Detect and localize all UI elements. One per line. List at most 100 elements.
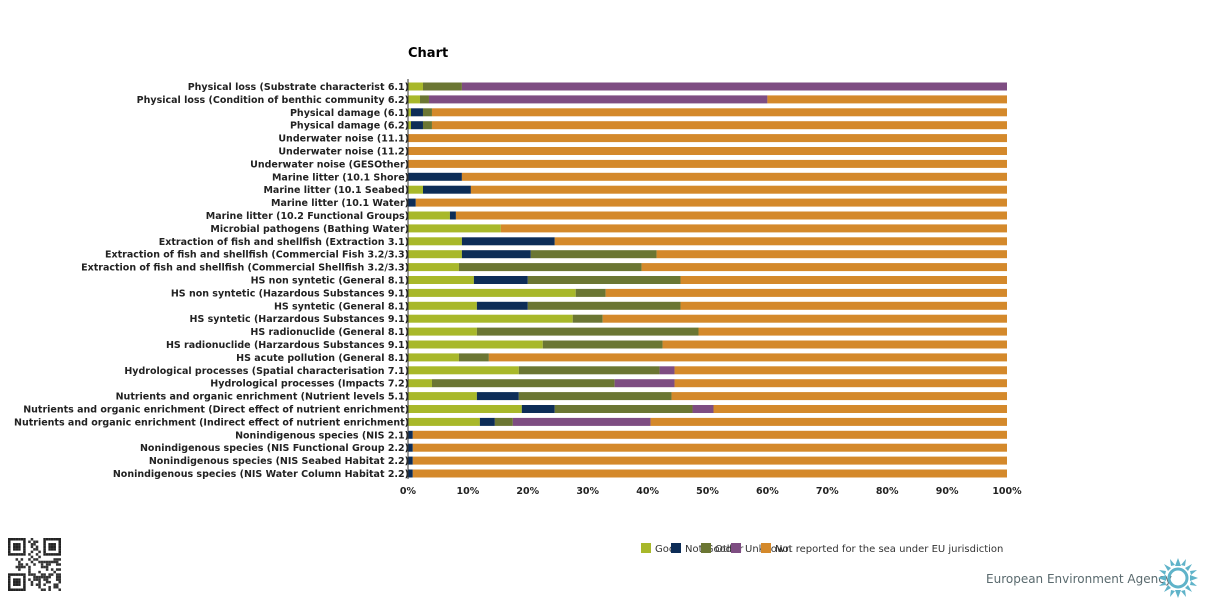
bar-segment[interactable] <box>408 224 501 233</box>
bar-segment[interactable] <box>408 121 411 130</box>
bar-segment[interactable] <box>408 340 543 349</box>
bar-segment[interactable] <box>422 82 462 91</box>
bar-segment[interactable] <box>659 366 675 375</box>
bar-segment[interactable] <box>408 211 450 220</box>
bar-segment[interactable] <box>641 263 1007 272</box>
bar-segment[interactable] <box>408 327 477 336</box>
bar-segment[interactable] <box>408 237 462 246</box>
legend-item[interactable]: Other <box>701 543 744 555</box>
bar-segment[interactable] <box>408 95 420 104</box>
bar-segment[interactable] <box>476 392 519 401</box>
bar-segment[interactable] <box>554 237 1007 246</box>
bar-segment[interactable] <box>415 198 1007 207</box>
bar-segment[interactable] <box>521 405 555 413</box>
bar-segment[interactable] <box>488 353 1007 362</box>
bar-segment[interactable] <box>408 430 413 439</box>
bar-segment[interactable] <box>575 288 606 297</box>
bar-segment[interactable] <box>572 314 603 323</box>
bar-segment[interactable] <box>408 185 423 194</box>
bar-segment[interactable] <box>470 185 1007 194</box>
agency-name: European Environment Agency <box>986 572 1172 586</box>
bar-segment[interactable] <box>527 276 681 284</box>
bar-segment[interactable] <box>408 392 477 401</box>
bar-segment[interactable] <box>408 353 459 362</box>
bar-segment[interactable] <box>530 250 657 259</box>
bar-segment[interactable] <box>408 172 462 181</box>
bar-segment[interactable] <box>458 353 489 362</box>
bar-segment[interactable] <box>656 250 1007 259</box>
bar-segment[interactable] <box>419 95 429 104</box>
bar-segment[interactable] <box>605 288 1007 297</box>
category-label: Marine litter (10.2 Functional Groups) <box>206 211 409 222</box>
bar-segment[interactable] <box>408 379 432 388</box>
bar-segment[interactable] <box>674 366 1007 375</box>
bar-segment[interactable] <box>554 405 693 413</box>
bar-segment[interactable] <box>692 405 714 413</box>
bar-segment[interactable] <box>698 327 1007 336</box>
bar-segment[interactable] <box>408 456 413 465</box>
bar-segment[interactable] <box>650 417 1007 426</box>
bar-segment[interactable] <box>431 121 1008 130</box>
bar-segment[interactable] <box>408 108 411 117</box>
bar-segment[interactable] <box>408 82 423 91</box>
bar-segment[interactable] <box>431 379 615 388</box>
bar-segment[interactable] <box>422 185 471 194</box>
bar-segment[interactable] <box>671 392 1007 401</box>
bar-segment[interactable] <box>494 417 513 426</box>
bar-segment[interactable] <box>662 340 1007 349</box>
bar-segment[interactable] <box>408 159 1007 168</box>
bar-segment[interactable] <box>428 95 768 104</box>
bar-segment[interactable] <box>500 224 1007 233</box>
bar-segment[interactable] <box>408 314 573 323</box>
bar-segment[interactable] <box>412 469 1007 478</box>
bar-segment[interactable] <box>614 379 675 388</box>
bar-segment[interactable] <box>476 327 699 336</box>
bar-segment[interactable] <box>408 301 477 310</box>
bar-segment[interactable] <box>461 82 1007 91</box>
bar-segment[interactable] <box>476 301 528 310</box>
bar-segment[interactable] <box>518 366 660 375</box>
legend-item[interactable]: Good <box>641 543 681 555</box>
bar-segment[interactable] <box>431 108 1008 117</box>
bar-segment[interactable] <box>680 276 1007 284</box>
bar-segment[interactable] <box>408 134 1007 143</box>
bar-segment[interactable] <box>408 147 1007 155</box>
legend-item[interactable]: Not reported for the sea under EU jurisd… <box>761 543 1003 555</box>
bar-segment[interactable] <box>412 456 1007 465</box>
bar-segment[interactable] <box>713 405 1007 413</box>
bar-segment[interactable] <box>422 108 432 117</box>
bar-segment[interactable] <box>408 288 576 297</box>
bar-segment[interactable] <box>455 211 1007 220</box>
bar-segment[interactable] <box>408 366 519 375</box>
bar-segment[interactable] <box>767 95 1007 104</box>
bar-segment[interactable] <box>410 108 423 117</box>
category-label: Extraction of fish and shellfish (Extrac… <box>159 237 409 248</box>
bar-segment[interactable] <box>449 211 456 220</box>
bar-segment[interactable] <box>461 250 531 259</box>
bar-segment[interactable] <box>408 417 480 426</box>
bar-segment[interactable] <box>408 263 459 272</box>
bar-segment[interactable] <box>408 405 522 413</box>
x-tick-label: 50% <box>696 486 719 497</box>
bar-segment[interactable] <box>408 198 416 207</box>
bar-segment[interactable] <box>408 276 474 284</box>
bar-segment[interactable] <box>458 263 642 272</box>
bar-segment[interactable] <box>461 172 1007 181</box>
bar-segment[interactable] <box>674 379 1007 388</box>
bar-segment[interactable] <box>527 301 681 310</box>
bar-segment[interactable] <box>473 276 528 284</box>
bar-segment[interactable] <box>461 237 555 246</box>
bar-segment[interactable] <box>408 469 413 478</box>
bar-segment[interactable] <box>542 340 663 349</box>
bar-segment[interactable] <box>680 301 1007 310</box>
bar-segment[interactable] <box>422 121 432 130</box>
bar-segment[interactable] <box>408 250 462 259</box>
bar-segment[interactable] <box>602 314 1007 323</box>
bar-segment[interactable] <box>512 417 651 426</box>
bar-segment[interactable] <box>408 443 413 452</box>
bar-segment[interactable] <box>412 443 1007 452</box>
bar-segment[interactable] <box>410 121 423 130</box>
bar-segment[interactable] <box>479 417 495 426</box>
bar-segment[interactable] <box>412 430 1007 439</box>
bar-segment[interactable] <box>518 392 672 401</box>
